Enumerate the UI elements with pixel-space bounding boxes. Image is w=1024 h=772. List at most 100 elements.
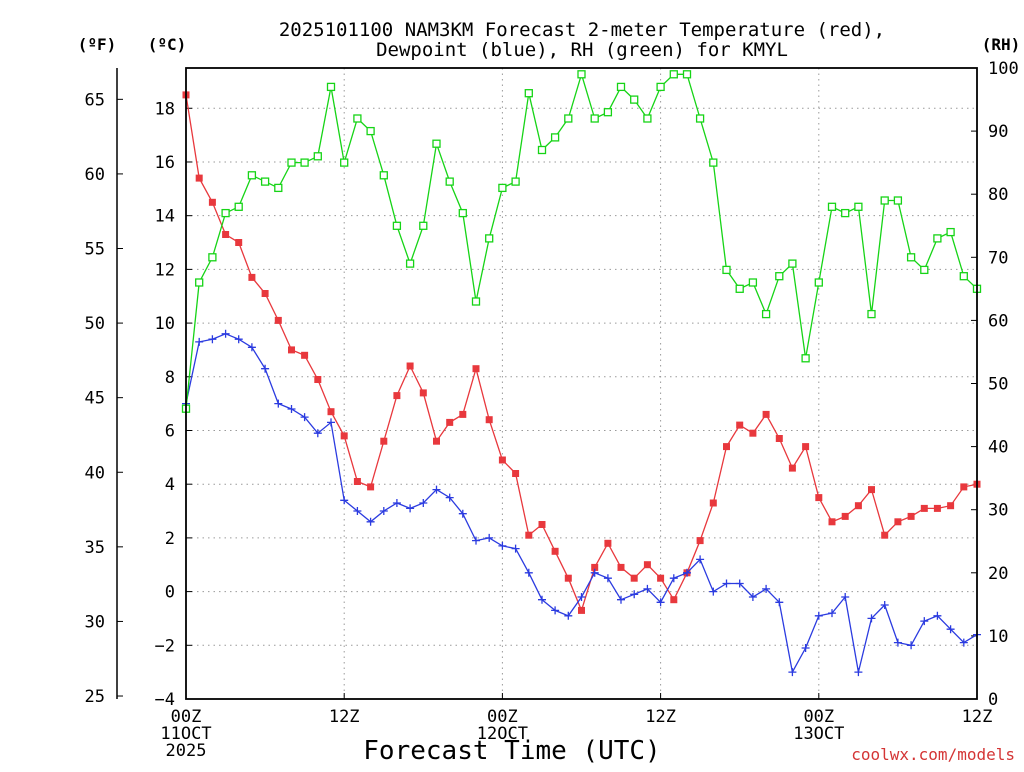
relative-humidity-point bbox=[524, 89, 533, 98]
dewpoint-point bbox=[432, 485, 441, 494]
dewpoint-point bbox=[392, 499, 401, 507]
relative-humidity-point bbox=[326, 82, 336, 92]
temperature-point bbox=[947, 502, 955, 510]
relative-humidity-point bbox=[880, 196, 889, 205]
dewpoint-point bbox=[841, 593, 850, 601]
temperature-point bbox=[933, 504, 941, 512]
dewpoint-point bbox=[828, 609, 836, 618]
dewpoint-point bbox=[669, 574, 678, 583]
temperature-point bbox=[709, 499, 717, 507]
celsius-tick-label: 12 bbox=[155, 260, 175, 280]
temperature-point bbox=[736, 421, 744, 429]
temperature-point bbox=[301, 351, 309, 359]
relative-humidity-point bbox=[841, 208, 850, 218]
fahrenheit-tick-label: 40 bbox=[85, 463, 105, 483]
celsius-tick-label: 6 bbox=[165, 421, 175, 441]
dewpoint-point bbox=[538, 595, 546, 604]
relative-humidity-point bbox=[247, 171, 257, 180]
relative-humidity-point bbox=[788, 259, 797, 268]
celsius-tick-label: 18 bbox=[155, 99, 175, 119]
dewpoint-point bbox=[208, 335, 217, 344]
dewpoint-point bbox=[406, 504, 415, 513]
relative-humidity-point bbox=[195, 278, 204, 287]
grid-lines bbox=[186, 68, 977, 700]
relative-humidity-point bbox=[590, 114, 599, 123]
dewpoint-point bbox=[696, 555, 705, 564]
dewpoint-point bbox=[656, 598, 665, 607]
chart-title-line-1: 2025101100 NAM3KM Forecast 2-meter Tempe… bbox=[279, 19, 885, 41]
temperature-point bbox=[815, 494, 823, 502]
chart-title-line-2: Dewpoint (blue), RH (green) for KMYL bbox=[376, 39, 788, 61]
rh-tick-label: 90 bbox=[988, 122, 1008, 142]
dewpoint-point bbox=[762, 584, 771, 593]
relative-humidity-point bbox=[234, 202, 243, 211]
series-layer bbox=[181, 70, 982, 677]
fahrenheit-axis: 25 30 35 40 45 50 55 60 65 bbox=[85, 90, 123, 707]
relative-humidity-point bbox=[630, 95, 639, 104]
dewpoint-point bbox=[511, 544, 520, 553]
dewpoint-point bbox=[287, 405, 296, 413]
fahrenheit-tick-label: 50 bbox=[85, 314, 105, 334]
temperature-point bbox=[472, 365, 480, 373]
relative-humidity-point bbox=[353, 114, 362, 123]
temperature-point bbox=[406, 362, 414, 370]
relative-humidity-point bbox=[511, 177, 520, 186]
time-tick-label: 12Z bbox=[962, 707, 993, 727]
dewpoint-point bbox=[603, 574, 612, 583]
time-tick-label: 13OCT bbox=[793, 724, 844, 744]
temperature-point bbox=[393, 392, 401, 400]
temperature-point bbox=[604, 539, 612, 547]
temperature-point bbox=[894, 518, 902, 526]
dewpoint-point bbox=[300, 413, 309, 422]
temperature-point bbox=[775, 435, 783, 442]
dewpoint-point bbox=[340, 496, 349, 505]
relative-humidity-point bbox=[669, 70, 678, 79]
dewpoint-point bbox=[854, 668, 863, 677]
temperature-point bbox=[920, 504, 928, 512]
relative-humidity-point bbox=[577, 70, 586, 79]
fahrenheit-tick-label: 45 bbox=[85, 389, 105, 409]
rh-tick-label: 70 bbox=[988, 248, 1008, 268]
dewpoint-point bbox=[590, 568, 599, 577]
time-tick-label: 00Z bbox=[487, 707, 518, 727]
relative-humidity-point bbox=[695, 114, 705, 123]
dewpoint-point bbox=[880, 601, 889, 609]
dewpoint-point bbox=[445, 493, 454, 502]
rh-axis: 0 10 20 30 40 50 60 70 80 90 100 bbox=[971, 59, 1019, 710]
celsius-tick-label: 16 bbox=[155, 153, 175, 173]
celsius-tick-label: 4 bbox=[165, 475, 175, 495]
relative-humidity-point bbox=[550, 133, 560, 142]
relative-humidity-point bbox=[287, 158, 296, 167]
temperature-point bbox=[459, 410, 467, 418]
temperature-point bbox=[261, 290, 269, 297]
time-tick-label: 12OCT bbox=[477, 724, 528, 744]
dewpoint-point bbox=[234, 335, 243, 344]
fahrenheit-tick-label: 30 bbox=[85, 612, 105, 632]
dewpoint-point bbox=[959, 638, 968, 647]
temperature-point bbox=[380, 437, 388, 445]
time-tick-label: 2025 bbox=[166, 741, 207, 761]
temperature-point bbox=[564, 574, 572, 582]
temperature-point bbox=[960, 483, 968, 491]
dewpoint-point bbox=[195, 337, 204, 346]
temperature-point bbox=[327, 408, 335, 416]
celsius-tick-label: −4 bbox=[155, 690, 175, 710]
temperature-point bbox=[195, 174, 203, 182]
temperature-point bbox=[749, 429, 757, 437]
temperature-point bbox=[802, 443, 810, 451]
relative-humidity-point bbox=[274, 183, 283, 193]
relative-humidity-point bbox=[432, 139, 441, 148]
dewpoint-point bbox=[564, 611, 573, 620]
celsius-axis: −4 −2 0 2 4 6 8 10 12 14 16 18 bbox=[155, 99, 192, 710]
rh-tick-label: 20 bbox=[988, 564, 1008, 584]
relative-humidity-point bbox=[300, 158, 309, 167]
fahrenheit-tick-label: 60 bbox=[85, 165, 105, 185]
relative-humidity-point bbox=[419, 221, 428, 230]
dewpoint-point bbox=[472, 536, 480, 545]
dewpoint-point bbox=[366, 517, 375, 526]
relative-humidity-point bbox=[485, 234, 494, 243]
dewpoint-point bbox=[419, 499, 428, 507]
temperature-point bbox=[643, 561, 651, 569]
dewpoint-point bbox=[907, 641, 916, 650]
fahrenheit-tick-label: 55 bbox=[85, 239, 105, 259]
